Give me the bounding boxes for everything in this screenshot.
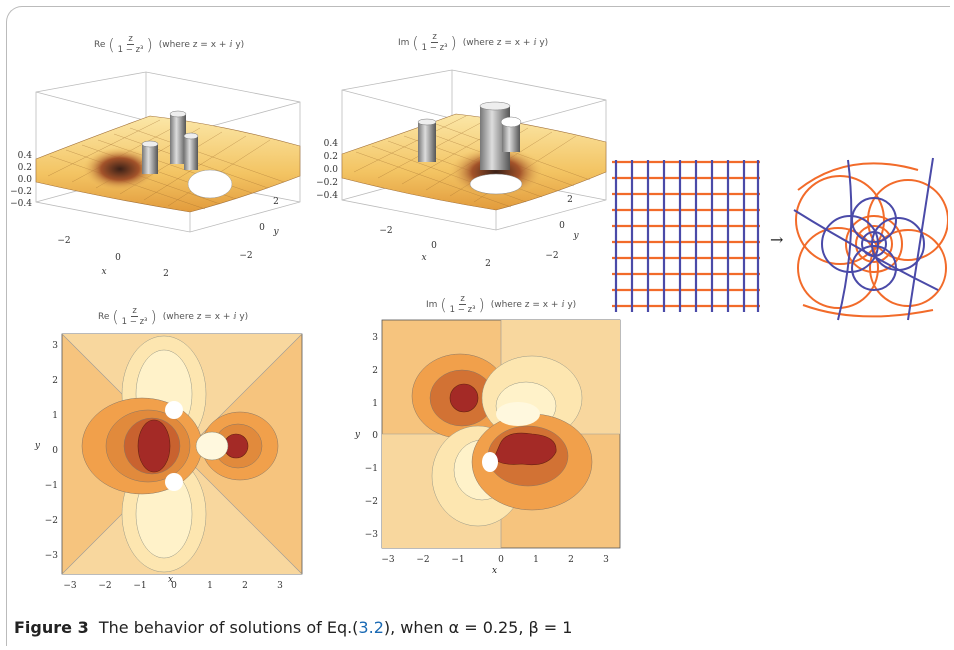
z-tick: 0.2	[18, 163, 32, 173]
figure-caption: Figure 3 The behavior of solutions of Eq…	[14, 618, 572, 637]
z-tick: 0.4	[18, 151, 33, 161]
y-tick: 3	[372, 333, 378, 343]
source-grid	[612, 160, 760, 312]
x-tick: 2	[485, 259, 491, 269]
x-tick: −3	[63, 581, 77, 591]
z-tick: −0.4	[10, 199, 32, 209]
x-tick: 1	[207, 581, 213, 591]
x-axis-label: x	[101, 267, 106, 277]
contour-re-plot: −3 −2 −1 0 1 2 3 3 2 1 0 −1 −2 −3 y	[34, 333, 303, 591]
grid-mapping-figure: →	[612, 157, 948, 321]
y-tick: −3	[365, 530, 379, 540]
y-tick: 0	[259, 223, 265, 233]
x-tick: −2	[379, 226, 392, 236]
y-tick: 2	[567, 195, 573, 205]
z-tick: 0.0	[324, 165, 339, 175]
surface-re-plot: 0.4 0.2 0.0 −0.2 −0.4 −2 0 2 x 2 0 −2 y	[10, 71, 301, 279]
x-tick: −1	[133, 581, 146, 591]
y-axis-label: y	[354, 430, 361, 440]
x-tick: −2	[57, 236, 70, 246]
y-axis-label: y	[572, 231, 579, 241]
y-axis-label: y	[272, 227, 279, 237]
y-tick: −1	[365, 464, 378, 474]
x-tick: 0	[115, 253, 121, 263]
y-tick: 2	[273, 197, 279, 207]
x-axis-label: x	[492, 566, 498, 576]
x-tick: −2	[98, 581, 111, 591]
y-tick: 2	[372, 366, 378, 376]
x-tick: −2	[416, 555, 429, 565]
y-tick: 0	[52, 446, 58, 456]
x-tick: 3	[603, 555, 609, 565]
y-tick: −2	[365, 497, 378, 507]
x-tick: −1	[451, 555, 464, 565]
y-tick: −2	[239, 251, 252, 261]
y-tick: −3	[45, 551, 59, 561]
z-tick: 0.0	[18, 175, 33, 185]
x-tick: 2	[568, 555, 574, 565]
z-tick: −0.2	[10, 187, 32, 197]
figure-frame	[6, 6, 950, 646]
y-tick: −1	[45, 481, 58, 491]
y-tick: 2	[52, 376, 58, 386]
equation-ref-link[interactable]: 3.2	[358, 618, 384, 637]
y-tick: 1	[52, 411, 58, 421]
y-tick: 0	[372, 431, 378, 441]
x-tick: 2	[163, 269, 169, 279]
y-tick: 0	[559, 221, 565, 231]
x-tick: −3	[381, 555, 395, 565]
y-tick: −2	[45, 516, 58, 526]
y-tick: −2	[545, 251, 558, 261]
figure-label: Figure 3	[14, 618, 89, 637]
caption-text-before: The behavior of solutions of Eq.(	[98, 618, 359, 637]
z-tick: −0.2	[316, 178, 338, 188]
x-tick: 0	[498, 555, 504, 565]
surface-im-plot: 0.4 0.2 0.0 −0.2 −0.4 −2 0 2 x 2 0 −2 y	[316, 69, 607, 269]
x-tick: 0	[171, 581, 177, 591]
contour-im-plot: −3 −2 −1 0 1 2 3 3 2 1 0 −1 −2 −3 y	[354, 319, 621, 565]
z-tick: −0.4	[316, 191, 338, 201]
y-tick: 1	[372, 399, 378, 409]
mapped-curves	[793, 157, 948, 321]
x-tick: 0	[431, 241, 437, 251]
x-tick: 2	[242, 581, 248, 591]
x-tick: 3	[277, 581, 283, 591]
z-tick: 0.2	[324, 152, 338, 162]
x-tick: 1	[533, 555, 539, 565]
y-axis-label: y	[34, 441, 41, 451]
caption-text-after: ), when α = 0.25, β = 1	[383, 618, 573, 637]
y-tick: 3	[52, 341, 58, 351]
mapping-arrow: →	[770, 230, 783, 249]
z-tick: 0.4	[324, 139, 339, 149]
x-axis-label: x	[421, 253, 426, 263]
x-axis-label: x	[168, 575, 174, 585]
